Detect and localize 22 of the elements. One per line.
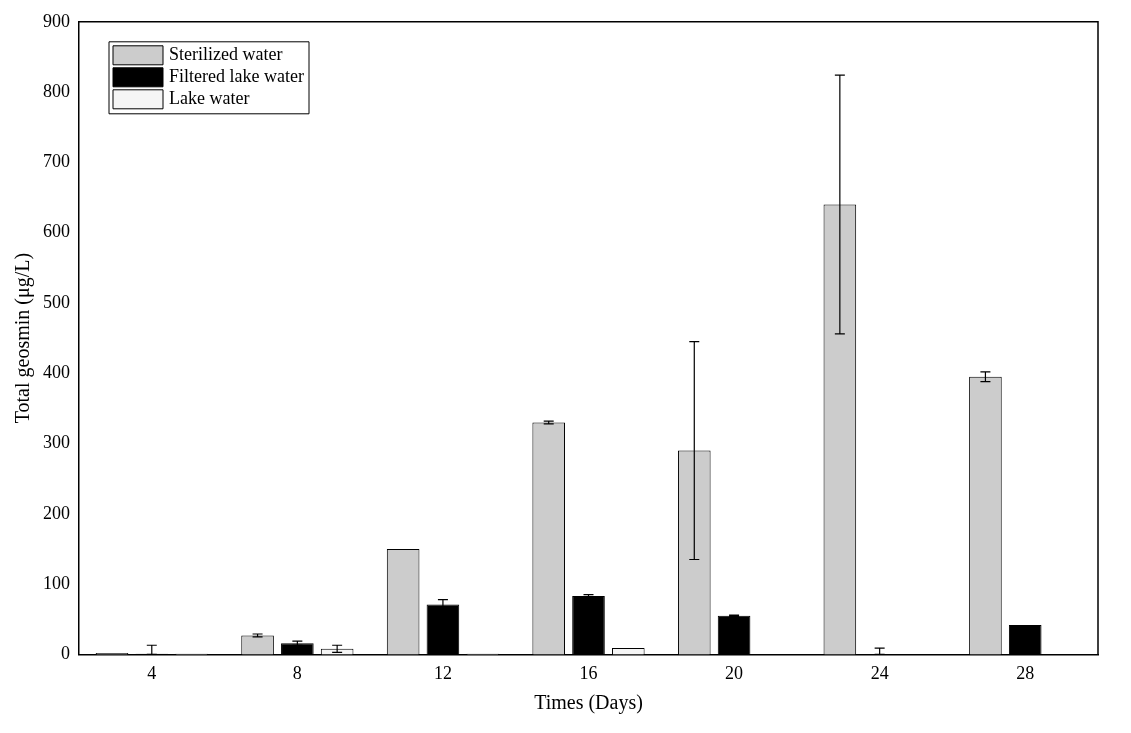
y-tick-label: 500 [43,291,70,312]
x-axis-title: Times (Days) [534,691,643,715]
y-tick-label: 600 [43,221,70,242]
x-tick-label: 28 [1016,662,1035,683]
x-tick-label: 4 [147,662,157,683]
x-tick-label: 16 [579,662,598,683]
legend-label: Filtered lake water [169,66,304,87]
x-tick-label: 8 [292,662,302,683]
x-tick-label: 20 [725,662,744,683]
y-tick-label: 800 [43,80,70,101]
x-tick-label: 12 [433,662,452,683]
legend-label: Lake water [169,88,250,109]
y-tick-label: 0 [61,643,70,664]
y-tick-label: 400 [43,361,70,382]
y-tick-label: 100 [43,572,70,593]
y-tick-label: 200 [43,502,70,523]
y-tick-label: 300 [43,432,70,453]
y-axis-title: Total geosmin (μg/L) [11,252,35,424]
y-tick-label: 900 [43,10,70,31]
legend-label: Sterilized water [169,44,283,65]
y-tick-label: 700 [43,151,70,172]
x-tick-label: 24 [870,662,889,683]
